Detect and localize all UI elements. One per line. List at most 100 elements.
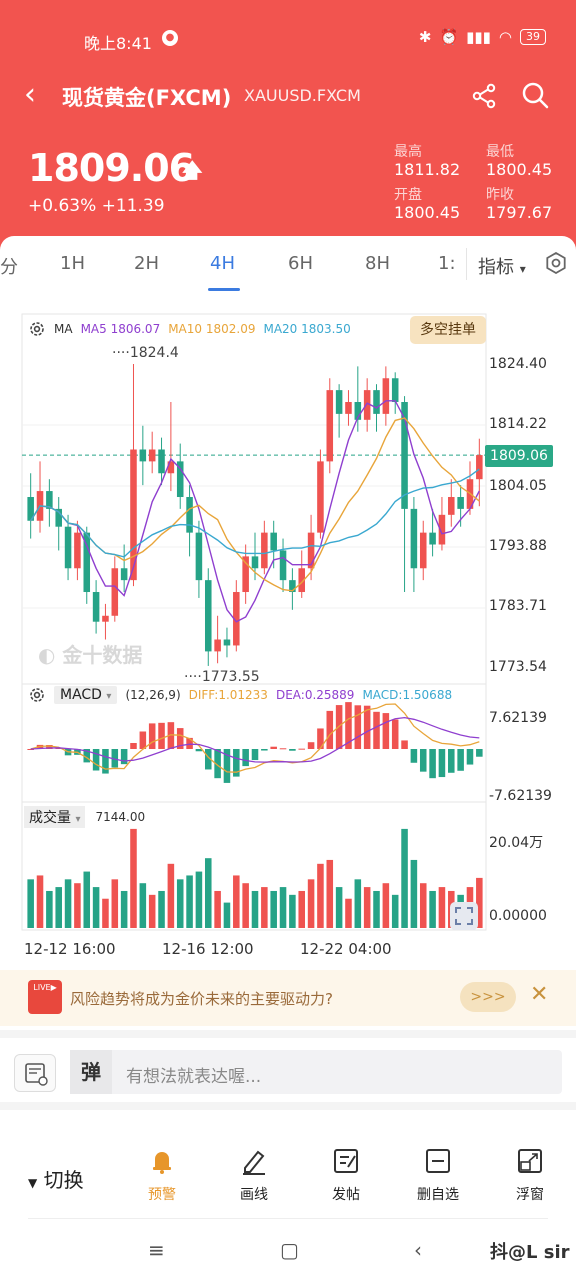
candle-body: [223, 639, 231, 646]
danmu-logo-icon: 弹: [70, 1050, 112, 1094]
macd-bar: [410, 749, 418, 763]
chart-settings-icon[interactable]: [545, 252, 567, 274]
volume-bar: [102, 898, 109, 928]
ma5-value: MA5 1806.07: [80, 322, 161, 336]
stat-open: 开盘 1800.45: [394, 187, 461, 222]
volume-bar: [46, 890, 53, 928]
active-tab-indicator: [208, 288, 240, 291]
candle-body: [317, 461, 324, 533]
search-icon[interactable]: [520, 80, 550, 110]
bottom-toolbar: ▼ 切换 预警 画线 发帖 删自选 浮窗: [0, 1122, 576, 1222]
volume-bar: [120, 890, 128, 928]
y-tick-label: 1804.05: [489, 478, 547, 494]
volume-bar: [317, 863, 324, 928]
tab-divider: [466, 248, 467, 280]
comment-input[interactable]: 弹 有想法就表达喔...: [70, 1050, 562, 1094]
live-icon: LIVE▶: [28, 980, 62, 1014]
y-tick-label: 1814.22: [489, 416, 547, 432]
candle-body: [214, 639, 221, 652]
macd-bar: [83, 749, 91, 763]
switch-button[interactable]: ▼ 切换: [28, 1168, 84, 1192]
candle-body: [139, 449, 147, 462]
candle-body: [233, 592, 240, 646]
banner-more-button[interactable]: >>>: [460, 982, 516, 1012]
post-button[interactable]: 发帖: [314, 1146, 378, 1204]
minus-box-icon: [426, 1149, 450, 1173]
menu-icon[interactable]: ≡: [148, 1238, 165, 1262]
y-tick-label: 1824.40: [489, 356, 547, 372]
low-marker: ····1773.55: [184, 669, 260, 685]
fullscreen-icon[interactable]: [450, 902, 478, 930]
x-tick-label: 12-22 04:00: [300, 940, 392, 958]
bell-icon: [153, 1152, 171, 1174]
volume-bar: [382, 883, 390, 928]
caret-icon: ▾: [75, 814, 81, 825]
candle-body: [74, 532, 81, 569]
macd-settings-icon[interactable]: [28, 686, 46, 704]
volume-selector[interactable]: 成交量 ▾: [24, 806, 86, 828]
candle-body: [251, 556, 259, 569]
tab-6h[interactable]: 6H: [288, 253, 313, 274]
order-book-button[interactable]: 多空挂单: [410, 316, 486, 344]
signal-icon: ▮▮▮: [466, 28, 491, 46]
tab-1h[interactable]: 1H: [60, 253, 85, 274]
volume-bar: [74, 883, 81, 928]
candle-body: [279, 550, 287, 581]
macd-bar: [363, 705, 371, 749]
tab-4h[interactable]: 4H: [210, 253, 235, 274]
macd-bar: [317, 728, 324, 749]
indicator-dropdown[interactable]: 指标 ▾: [478, 253, 526, 279]
candle-body: [354, 402, 362, 420]
change-amount: +11.39: [101, 196, 165, 216]
volume-bar: [92, 887, 100, 928]
news-banner[interactable]: LIVE▶ 风险趋势将成为金价未来的主要驱动力? >>> ✕: [0, 970, 576, 1026]
home-icon[interactable]: ▢: [280, 1238, 299, 1262]
back-button[interactable]: ‹: [24, 77, 36, 112]
tab-minute[interactable]: 分: [0, 257, 18, 278]
news-icon[interactable]: [14, 1054, 56, 1092]
alert-button[interactable]: 预警: [130, 1146, 194, 1204]
volume-bar: [438, 887, 446, 928]
macd-bar: [476, 749, 483, 757]
ma-label: MA: [54, 322, 73, 336]
candle-body: [83, 532, 91, 593]
macd-bar: [167, 722, 175, 749]
volume-bar: [354, 879, 362, 928]
y-tick-label: 1773.54: [489, 659, 547, 675]
back-nav-icon[interactable]: ‹: [414, 1238, 422, 1262]
kline-chart[interactable]: MA MA5 1806.07 MA10 1802.09 MA20 1803.50…: [0, 300, 576, 970]
volume-bar: [242, 883, 249, 928]
macd-bar: [298, 748, 306, 750]
share-icon[interactable]: [470, 82, 498, 110]
draw-line-button[interactable]: 画线: [222, 1146, 286, 1204]
edit-post-icon: [334, 1149, 358, 1173]
change-percent: +0.63%: [28, 196, 97, 216]
ma-settings-icon[interactable]: [28, 320, 46, 338]
float-window-button[interactable]: 浮窗: [498, 1146, 562, 1204]
kline-svg: [21, 313, 487, 931]
remove-watchlist-button[interactable]: 删自选: [406, 1146, 470, 1204]
macd-legend: MACD ▾ (12,26,9) DIFF:1.01233 DEA:0.2588…: [28, 686, 452, 704]
close-icon[interactable]: ✕: [530, 982, 549, 1007]
volume-bar: [419, 883, 427, 928]
volume-bar: [476, 877, 483, 928]
diff-value: DIFF:1.01233: [188, 688, 268, 702]
tab-2h[interactable]: 2H: [134, 253, 159, 274]
dea-value: DEA:0.25889: [275, 688, 355, 702]
macd-bar: [120, 749, 128, 765]
record-icon: ●: [162, 30, 178, 46]
banner-text[interactable]: 风险趋势将成为金价未来的主要驱动力?: [70, 990, 333, 1008]
up-arrow-icon: 🡅: [182, 158, 203, 182]
ma10-value: MA10 1802.09: [168, 322, 256, 336]
tab-12h[interactable]: 1:: [438, 253, 456, 274]
macd-bar: [195, 749, 203, 752]
macd-bar: [92, 749, 100, 771]
status-time: 晚上8:41: [84, 34, 152, 53]
macd-bar: [223, 749, 231, 783]
macd-selector[interactable]: MACD ▾: [54, 686, 118, 704]
volume-bar: [36, 875, 44, 928]
volume-bar: [139, 883, 147, 928]
tab-8h[interactable]: 8H: [365, 253, 390, 274]
macd-bar: [27, 749, 34, 750]
macd-bottom-label: -7.62139: [489, 788, 552, 804]
